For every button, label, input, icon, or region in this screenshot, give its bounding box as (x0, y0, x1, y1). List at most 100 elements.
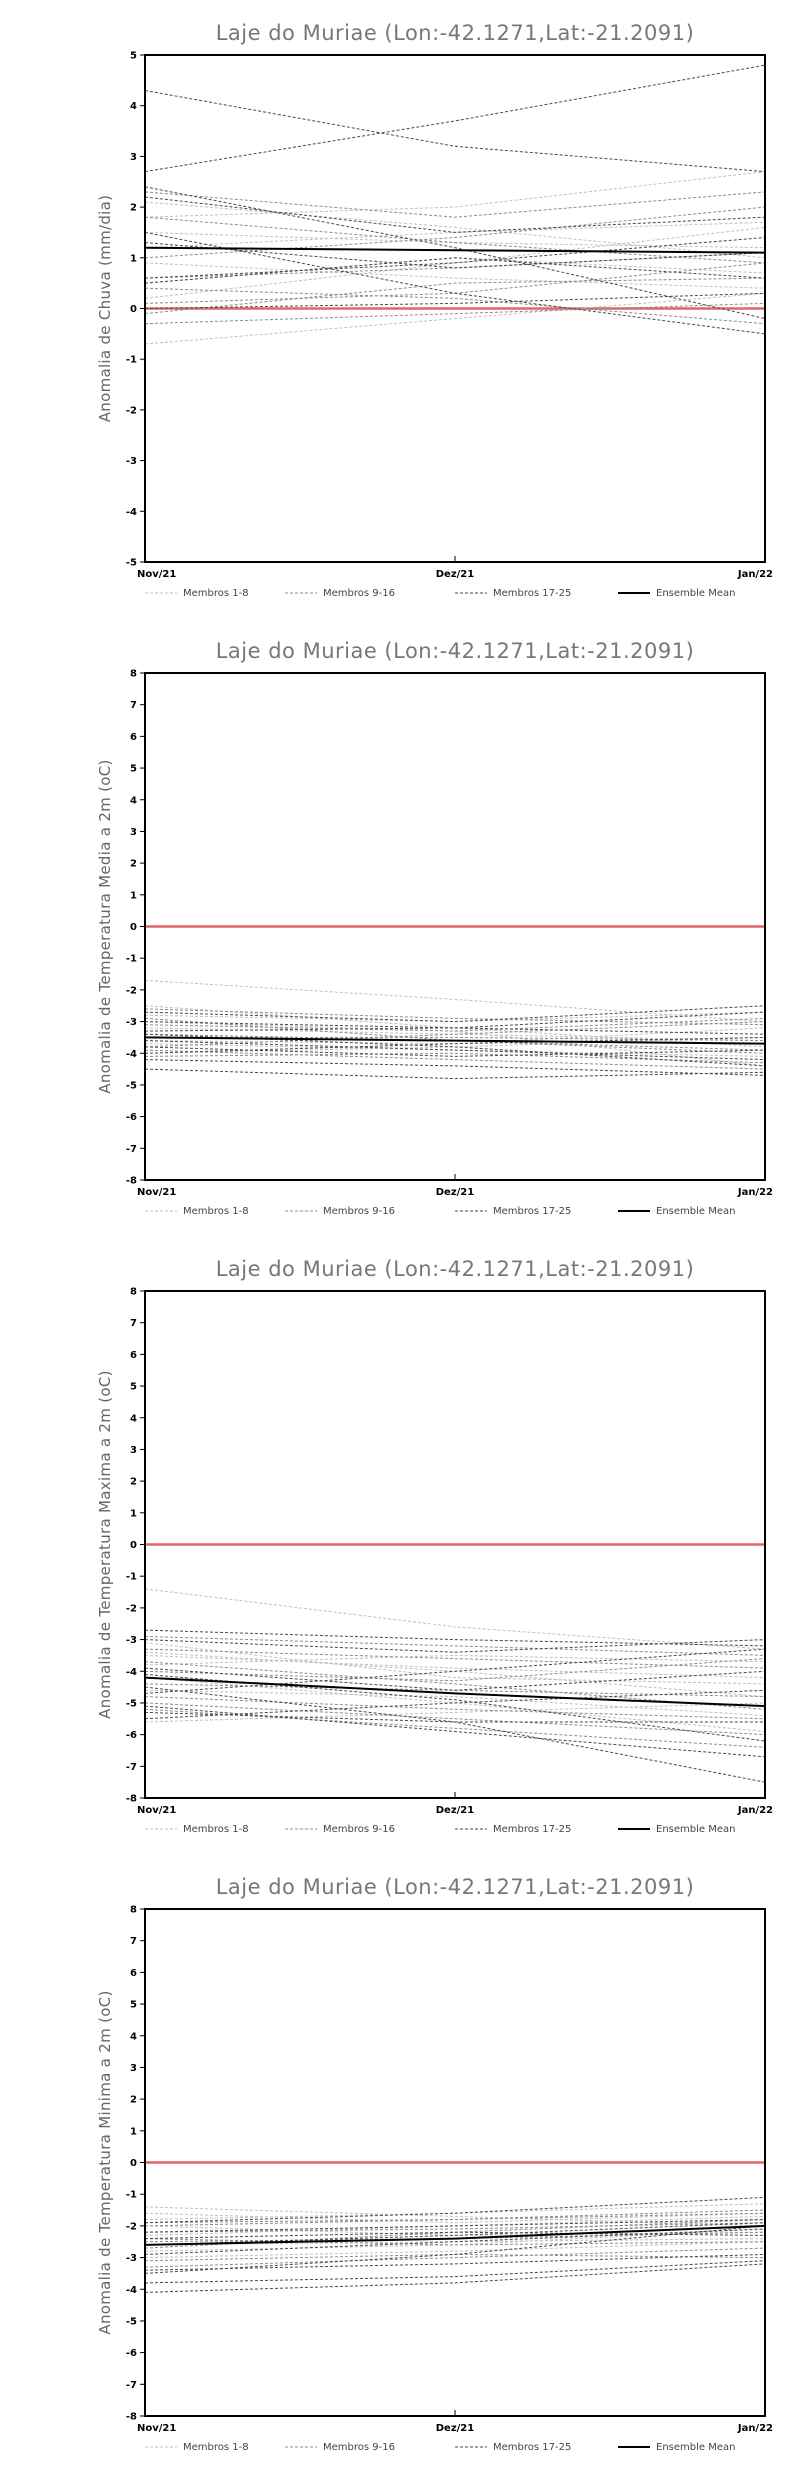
y-tick-label: 5 (130, 1382, 137, 1393)
legend-label: Membros 1-8 (183, 588, 249, 599)
y-tick-label: -8 (126, 1176, 137, 1187)
x-tick-label: Jan/22 (737, 569, 773, 580)
y-tick-label: 1 (130, 253, 137, 264)
y-tick-label: 5 (130, 2000, 137, 2011)
plot-frame (144, 54, 766, 563)
ensemble-mean-line (144, 1036, 766, 1045)
x-tick-label: Dez/21 (436, 1187, 475, 1198)
y-tick-label: -7 (126, 2380, 137, 2391)
legend-label: Membros 17-25 (493, 1206, 571, 1217)
member-line (144, 2212, 766, 2227)
member-line (144, 1036, 766, 1054)
y-tick-label: -4 (126, 1667, 137, 1678)
y-axis-label: Anomalia de Chuva (mm/dia) (96, 195, 114, 423)
member-line (144, 242, 766, 269)
legend: Membros 1-8 Membros 9-16 Membros 17-25 Ense… (145, 1824, 735, 1835)
member-line (144, 2212, 766, 2224)
member-line (144, 206, 766, 259)
member-line (144, 186, 766, 320)
y-tick-label: -4 (126, 507, 137, 518)
member-line (144, 2203, 766, 2220)
legend: Membros 1-8 Membros 9-16 Membros 17-25 Ense… (145, 1206, 735, 1217)
member-line (144, 262, 766, 289)
y-tick-label: -1 (126, 2190, 137, 2201)
member-line (144, 2219, 766, 2233)
member-line (144, 2225, 766, 2274)
y-tick-label: 8 (130, 1905, 137, 1916)
legend-label: Ensemble Mean (656, 588, 735, 599)
x-tick-label: Nov/21 (137, 2423, 176, 2434)
x-tick-label: Jan/22 (737, 2423, 773, 2434)
member-line (144, 1648, 766, 1694)
x-tick-label: Nov/21 (137, 1187, 176, 1198)
member-line (144, 1040, 766, 1061)
y-tick-label: -1 (126, 954, 137, 965)
member-line (144, 1705, 766, 1758)
member-line (144, 2228, 766, 2255)
y-tick-label: -6 (126, 1112, 137, 1123)
y-tick-label: 3 (130, 1445, 137, 1456)
legend-label: Membros 9-16 (323, 2442, 395, 2453)
legend-label: Membros 17-25 (493, 2442, 571, 2453)
y-tick-label: 4 (130, 2031, 137, 2042)
y-tick-label: -5 (126, 1698, 137, 1709)
member-line (144, 292, 766, 345)
y-tick-label: 3 (130, 2063, 137, 2074)
member-line (144, 231, 766, 249)
y-tick-label: -4 (126, 2285, 137, 2296)
member-line (144, 201, 766, 259)
member-line (144, 2253, 766, 2271)
member-line (144, 231, 766, 335)
plot-frame (144, 1908, 766, 2417)
chart-panel-3: Laje do Muriae (Lon:-42.1271,Lat:-21.209… (96, 1257, 773, 1835)
y-tick-label: -8 (126, 1794, 137, 1805)
y-tick-label: -2 (126, 2221, 137, 2232)
x-tick-label: Nov/21 (137, 569, 176, 580)
y-axis-label: Anomalia de Temperatura Media a 2m (oC) (96, 759, 114, 1093)
plot-frame (144, 672, 766, 1181)
y-tick-label: -5 (126, 1080, 137, 1091)
member-line (144, 257, 766, 284)
y-axis-label: Anomalia de Temperatura Minima a 2m (oC) (96, 1990, 114, 2334)
chart-panel-1: Laje do Muriae (Lon:-42.1271,Lat:-21.209… (96, 21, 773, 599)
member-line (144, 302, 766, 325)
y-tick-label: 2 (130, 2095, 137, 2106)
legend-label: Membros 1-8 (183, 1206, 249, 1217)
y-tick-label: 1 (130, 890, 137, 901)
member-line (144, 2263, 766, 2293)
y-tick-label: 4 (130, 1413, 137, 1424)
member-line (144, 2222, 766, 2246)
member-line (144, 1046, 766, 1057)
legend-label: Membros 1-8 (183, 2442, 249, 2453)
y-tick-label: -7 (126, 1144, 137, 1155)
legend-label: Membros 9-16 (323, 1206, 395, 1217)
member-line (144, 2247, 766, 2268)
legend: Membros 1-8 Membros 9-16 Membros 17-25 Ense… (145, 2442, 735, 2453)
y-tick-label: 6 (130, 1968, 137, 1979)
y-tick-label: 5 (130, 764, 137, 775)
member-line (144, 277, 766, 315)
member-line (144, 1059, 766, 1076)
member-line (144, 1021, 766, 1035)
member-line (144, 1673, 766, 1742)
member-line (144, 1648, 766, 1669)
member-line (144, 1639, 766, 1653)
y-tick-label: 1 (130, 1508, 137, 1519)
y-tick-label: -1 (126, 1572, 137, 1583)
legend-label: Membros 1-8 (183, 1824, 249, 1835)
member-line (144, 1667, 766, 1691)
x-tick-label: Jan/22 (737, 1805, 773, 1816)
x-tick-label: Dez/21 (436, 569, 475, 580)
y-tick-label: 3 (130, 152, 137, 163)
member-line (144, 2231, 766, 2243)
y-tick-label: 7 (130, 700, 137, 711)
y-tick-label: 3 (130, 827, 137, 838)
member-line (144, 257, 766, 284)
y-tick-label: 4 (130, 795, 137, 806)
member-line (144, 1689, 766, 1720)
x-tick-label: Dez/21 (436, 1805, 475, 1816)
member-line (144, 1021, 766, 1048)
member-line (144, 1661, 766, 1710)
y-tick-label: 0 (130, 1540, 137, 1551)
legend-label: Ensemble Mean (656, 1824, 735, 1835)
